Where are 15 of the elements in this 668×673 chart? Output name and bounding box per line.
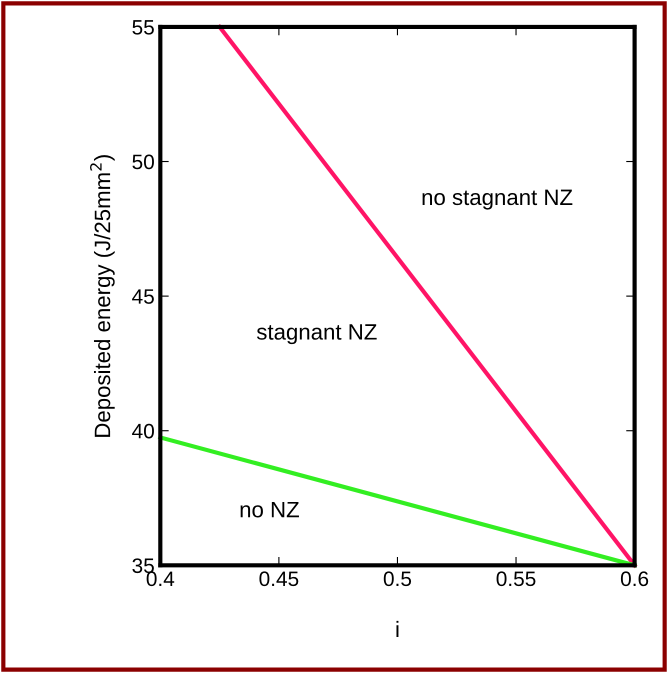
y-tick-label: 45 [132,289,154,304]
x-tick-label: 0.55 [496,571,536,586]
x-axis-title: i [396,620,398,637]
annotation: no stagnant NZ [422,190,572,210]
y-tick-label: 55 [132,20,154,35]
x-tick-label: 0.6 [620,571,648,586]
x-tick-label: 0.5 [384,571,412,586]
y-axis-title: Deposited energy (J/25mm$^{2}$) [90,155,115,437]
y-tick-label: 50 [132,154,154,170]
annotation: stagnant NZ [256,324,377,344]
y-tick-label: 35 [132,558,154,574]
y-tick-label: 40 [132,424,154,438]
annotation: no NZ [240,502,299,518]
x-tick-label: 0.4 [146,571,174,586]
x-tick-label: 0.45 [259,571,298,586]
